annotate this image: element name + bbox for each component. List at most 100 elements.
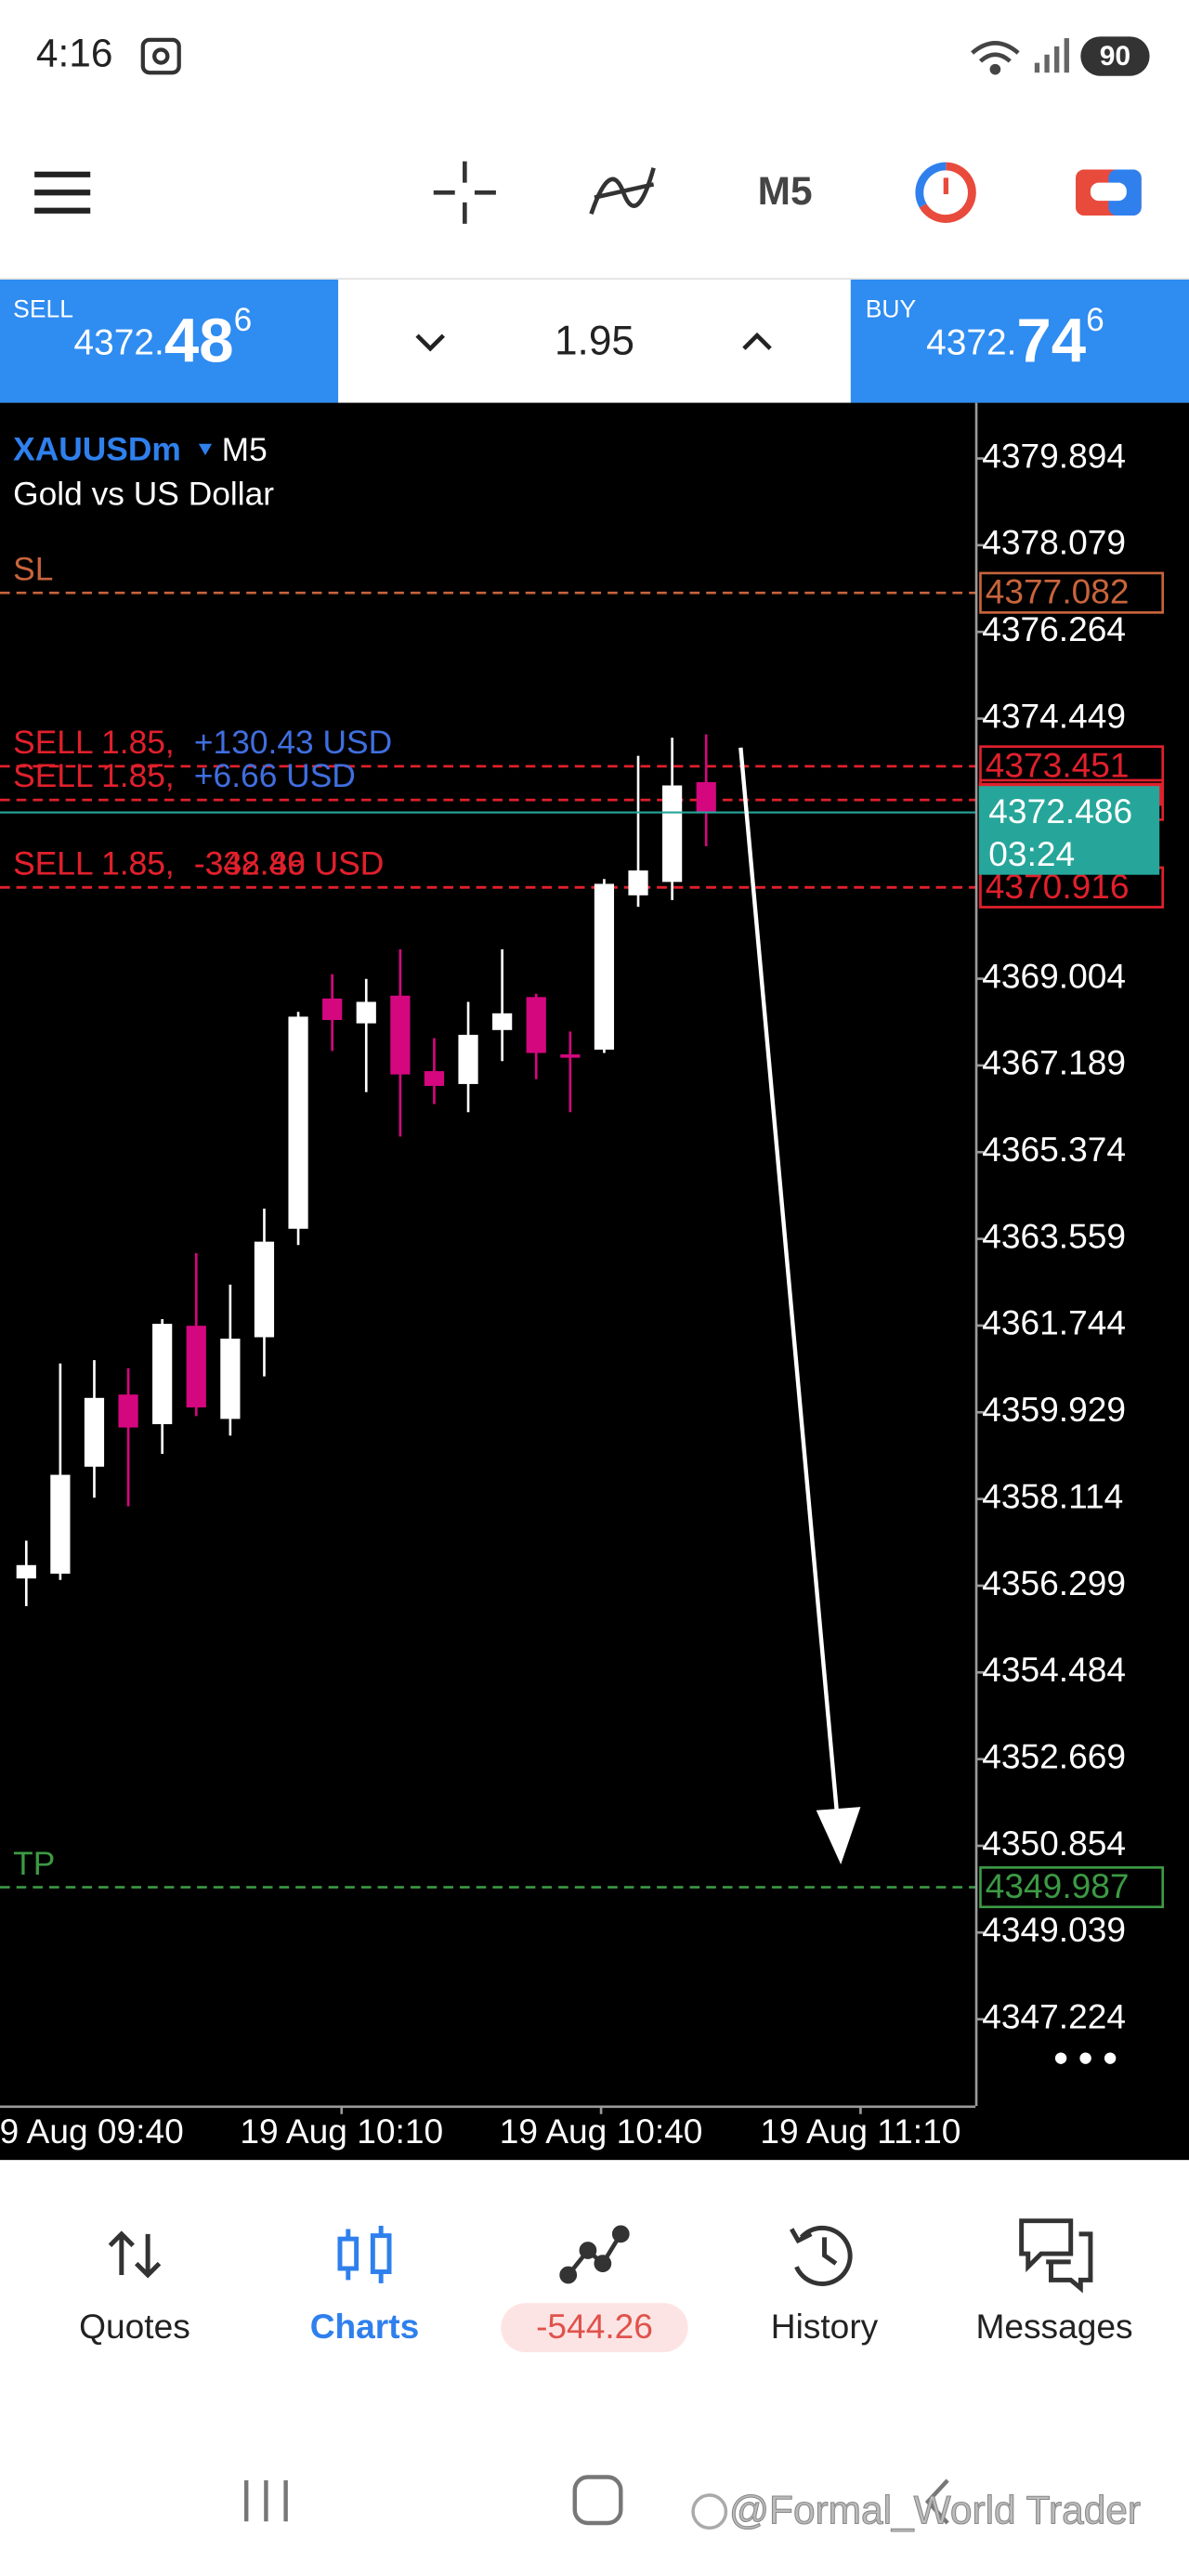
battery-pill: [1080, 36, 1150, 76]
candle-body: [288, 1016, 308, 1229]
battery-level: 90: [1100, 41, 1130, 72]
candle-body: [424, 1071, 445, 1086]
volume-value[interactable]: 1.95: [555, 319, 634, 364]
candle-body: [662, 785, 683, 883]
candle-body: [356, 1001, 376, 1024]
level-price: 4349.987: [986, 1866, 1130, 1905]
watermark-logo: [691, 2493, 728, 2530]
x-tick-label: 19 Aug 10:40: [500, 2112, 703, 2151]
candle-body: [152, 1324, 173, 1425]
position-side: SELL 1.85,: [13, 725, 175, 761]
one-click-trading-button[interactable]: [1076, 169, 1142, 216]
buy-price: 4372.746: [926, 302, 1104, 375]
nav-item[interactable]: Charts: [310, 2307, 420, 2346]
trading-timer-button[interactable]: [915, 162, 976, 223]
candle-body: [390, 995, 411, 1075]
sell-price: 4372.486: [74, 302, 253, 375]
wifi-icon: [971, 41, 1020, 75]
timeframe-button[interactable]: M5: [758, 169, 813, 213]
level-price: 4377.082: [986, 572, 1130, 611]
candle-body: [526, 997, 546, 1053]
position-profit: -338.86 USD: [194, 846, 384, 883]
y-tick-label: 4349.039: [982, 1910, 1126, 1949]
candle-body: [254, 1241, 275, 1338]
menu-button[interactable]: [34, 171, 91, 214]
y-tick-label: 4358.114: [982, 1476, 1123, 1515]
messages-icon: [1019, 2218, 1093, 2294]
history-icon: [790, 2226, 853, 2286]
y-tick-label: 4361.744: [982, 1303, 1126, 1342]
indicators-button[interactable]: [589, 167, 656, 216]
chart-symbol[interactable]: XAUUSDm: [13, 432, 181, 468]
y-tick-label: 4347.224: [982, 1996, 1126, 2035]
more-button[interactable]: [1054, 2052, 1117, 2064]
candle-body: [50, 1474, 71, 1575]
level-price-box: [979, 1866, 1165, 1909]
candle-body: [322, 998, 343, 1021]
charts-icon: [337, 2226, 392, 2283]
drawn-arrow: [738, 747, 861, 1865]
candle-body: [492, 1013, 513, 1030]
candle-body: [118, 1394, 138, 1428]
buy-label: BUY: [866, 295, 917, 323]
candle-body: [186, 1326, 206, 1408]
symbol-name: XAUUSDm: [13, 432, 181, 468]
signal-icon: [1034, 38, 1069, 73]
y-tick-label: 4378.079: [982, 523, 1126, 562]
y-tick-label: 4379.894: [982, 436, 1126, 475]
y-tick-label: 4374.449: [982, 696, 1126, 735]
home-button[interactable]: [572, 2475, 623, 2526]
screenshot-icon: [140, 37, 181, 75]
y-tick-label: 4352.669: [982, 1736, 1126, 1775]
chart-timeframe: M5: [222, 432, 268, 468]
level-label: TP: [13, 1846, 55, 1882]
back-button[interactable]: [924, 2478, 949, 2525]
bar-countdown: 03:24: [988, 834, 1075, 873]
y-tick-label: 4354.484: [982, 1650, 1126, 1689]
buy-price-main: 4372.: [926, 323, 1016, 363]
price-axis: 4379.894 4378.079 4376.264 4374.449 4369.004…: [975, 436, 1165, 2035]
candle-body: [16, 1564, 36, 1579]
x-tick-label: 19 Aug 09:40: [0, 2112, 184, 2151]
level-label: SL: [13, 552, 53, 588]
recent-apps-button[interactable]: [243, 2480, 288, 2522]
position-label: SELL 1.85, +6.66 USD: [13, 758, 356, 794]
candle-body: [458, 1034, 478, 1084]
candle-body: [696, 781, 716, 812]
nav-item[interactable]: -544.26: [536, 2307, 653, 2346]
sell-price-sup: 6: [234, 302, 253, 338]
x-tick-label: 19 Aug 11:10: [760, 2112, 960, 2151]
nav-item[interactable]: History: [771, 2307, 879, 2346]
sell-button[interactable]: [0, 279, 339, 403]
bid-price-box: [978, 786, 1160, 875]
bid-price: 4372.486: [988, 791, 1132, 830]
candle-body: [628, 870, 648, 896]
candle-body: [594, 883, 615, 1050]
position-side: SELL 1.85,: [13, 846, 175, 883]
buy-button[interactable]: [850, 279, 1189, 403]
sell-label: SELL: [13, 295, 73, 323]
y-tick-label: 4369.004: [982, 956, 1126, 995]
nav-item[interactable]: Quotes: [79, 2307, 190, 2346]
time-axis: 19 Aug 09:40 19 Aug 10:10 19 Aug 10:40 19 A…: [0, 2105, 960, 2151]
position-label: SELL 1.85, +130.43 USD: [13, 725, 392, 761]
watermark: @Formal_World Trader: [729, 2489, 1141, 2532]
symbol-dropdown-icon[interactable]: [198, 443, 213, 456]
candle-body: [560, 1054, 581, 1058]
position-side: SELL 1.85,: [13, 846, 175, 883]
y-tick-label: 4359.929: [982, 1390, 1126, 1429]
trade-icon: [559, 2225, 630, 2284]
y-tick-label: 4365.374: [982, 1130, 1126, 1169]
y-tick-label: 4363.559: [982, 1216, 1126, 1255]
position-profit: -342.49 USD: [194, 846, 384, 883]
crosshair-button[interactable]: [433, 161, 496, 224]
buy-price-sup: 6: [1086, 302, 1104, 338]
volume-increase[interactable]: [742, 332, 772, 350]
y-tick-label: 4367.189: [982, 1043, 1126, 1082]
x-tick-label: 19 Aug 10:10: [240, 2112, 443, 2151]
nav-item[interactable]: Messages: [975, 2307, 1132, 2346]
sell-price-main: 4372.: [74, 323, 164, 363]
volume-decrease[interactable]: [415, 333, 445, 352]
y-tick-label: 4350.854: [982, 1824, 1126, 1863]
